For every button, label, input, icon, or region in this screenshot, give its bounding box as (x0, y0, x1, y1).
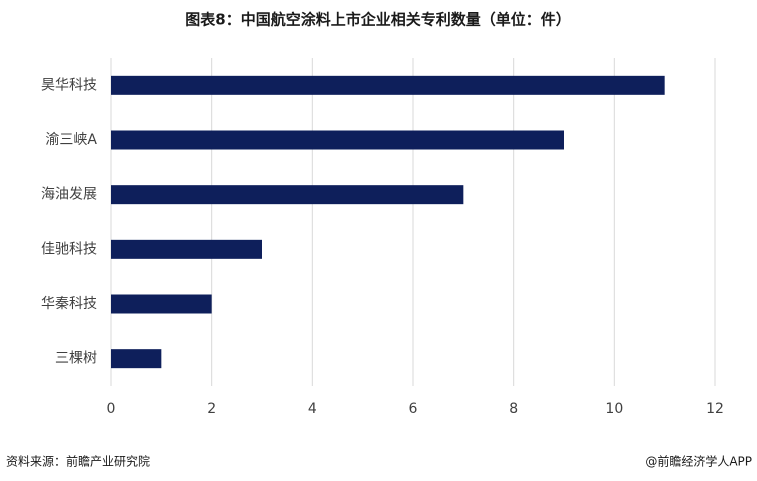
x-tick-label: 10 (605, 401, 623, 417)
source: 资料来源：前瞻产业研究院 (6, 454, 150, 469)
x-tick-label: 4 (308, 401, 317, 417)
x-tick-label: 12 (706, 401, 724, 417)
chart-title: 图表8：中国航空涂料上市企业相关专利数量（单位：件） (185, 11, 570, 29)
bar (111, 239, 262, 259)
y-tick-label: 三棵树 (55, 351, 97, 367)
x-tick-label: 2 (207, 401, 216, 417)
x-tick-label: 0 (107, 401, 116, 417)
bar (111, 349, 162, 369)
x-tick-label: 6 (409, 401, 418, 417)
bar (111, 75, 665, 95)
bar (111, 130, 564, 150)
y-tick-label: 渝三峡A (45, 132, 97, 148)
bar (111, 294, 212, 314)
y-tick-label: 昊华科技 (41, 77, 97, 93)
y-tick-label: 华秦科技 (41, 296, 97, 312)
x-tick-label: 8 (509, 401, 518, 417)
credit: @前瞻经济学人APP (645, 454, 752, 469)
y-tick-label: 佳驰科技 (41, 241, 97, 257)
bar (111, 185, 464, 205)
y-tick-label: 海油发展 (41, 187, 97, 203)
